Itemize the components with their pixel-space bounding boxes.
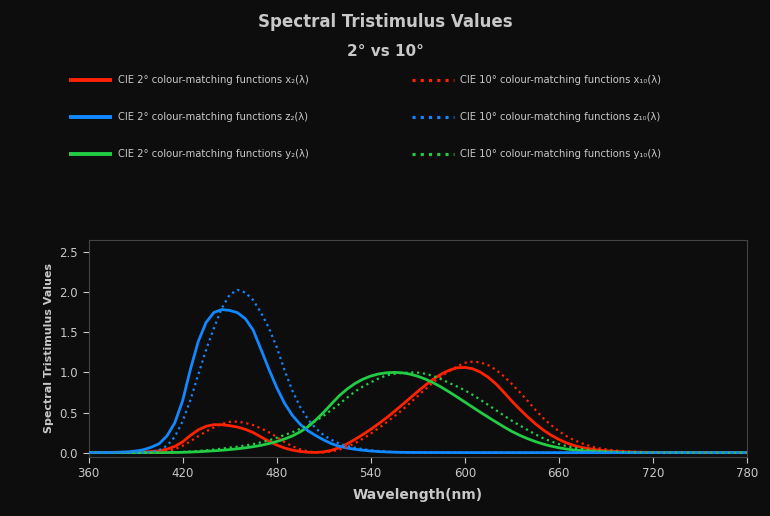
Text: CIE 2° colour-matching functions z₂(λ): CIE 2° colour-matching functions z₂(λ)	[118, 112, 308, 122]
Text: CIE 10° colour-matching functions x₁₀(λ): CIE 10° colour-matching functions x₁₀(λ)	[460, 75, 661, 85]
X-axis label: Wavelength(nm): Wavelength(nm)	[353, 489, 483, 503]
Text: CIE 10° colour-matching functions z₁₀(λ): CIE 10° colour-matching functions z₁₀(λ)	[460, 112, 661, 122]
Text: 2° vs 10°: 2° vs 10°	[346, 44, 424, 59]
Text: CIE 2° colour-matching functions y₂(λ): CIE 2° colour-matching functions y₂(λ)	[118, 149, 309, 159]
Text: CIE 10° colour-matching functions y₁₀(λ): CIE 10° colour-matching functions y₁₀(λ)	[460, 149, 661, 159]
Text: Spectral Tristimulus Values: Spectral Tristimulus Values	[258, 13, 512, 31]
Text: CIE 2° colour-matching functions x₂(λ): CIE 2° colour-matching functions x₂(λ)	[118, 75, 309, 85]
Y-axis label: Spectral Tristimulus Values: Spectral Tristimulus Values	[44, 263, 54, 433]
